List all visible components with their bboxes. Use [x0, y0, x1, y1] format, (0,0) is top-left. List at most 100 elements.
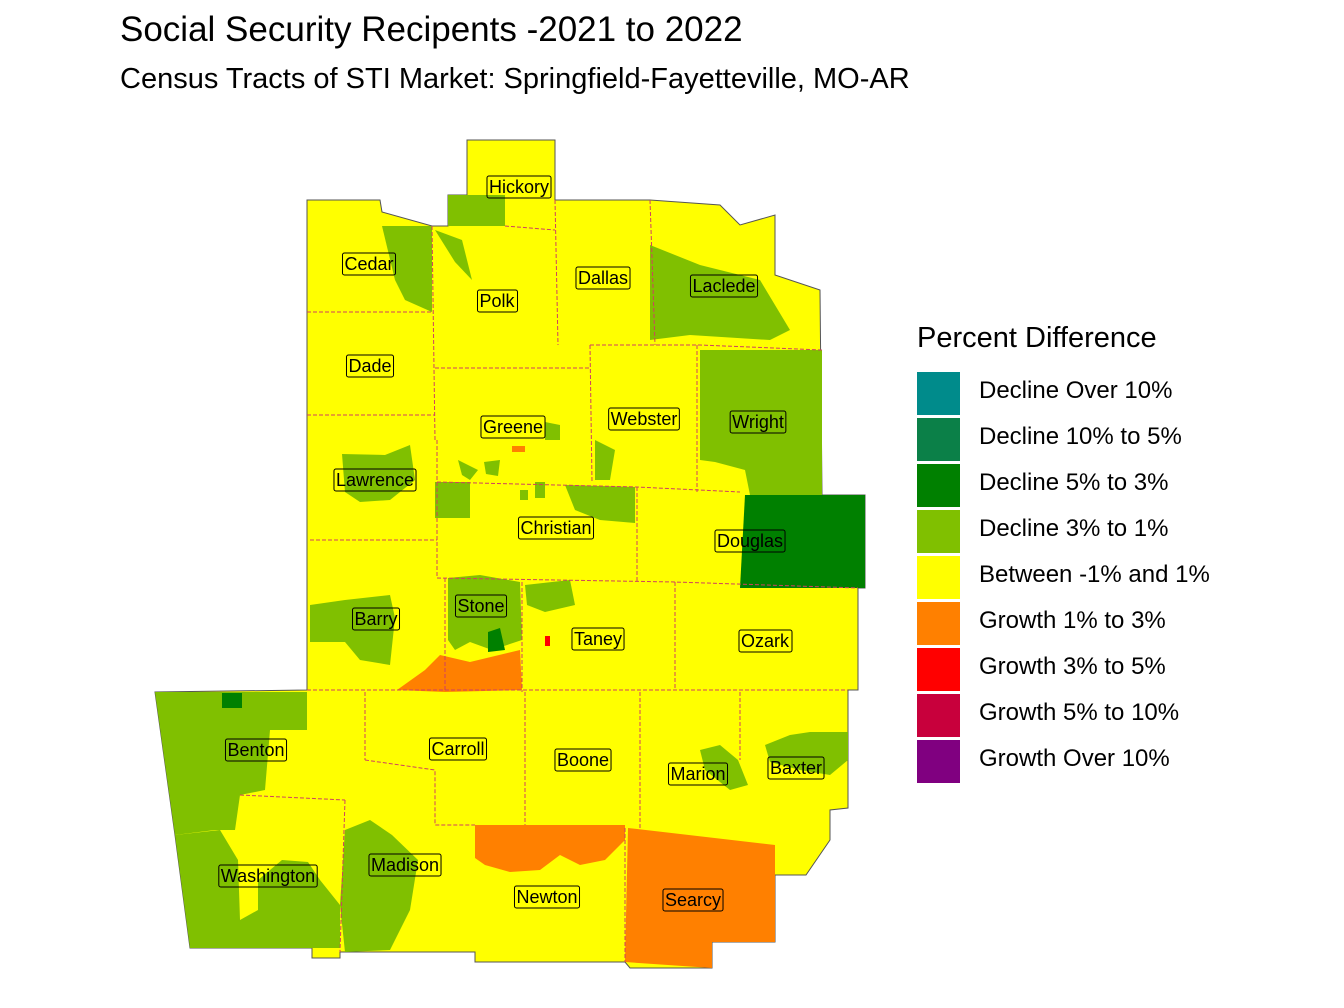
county-label-dallas: Dallas [575, 266, 631, 290]
county-label-box [554, 748, 612, 772]
county-label-lawrence: Lawrence [333, 468, 417, 492]
legend-item: Between -1% and 1% [917, 553, 1210, 599]
county-label-box [224, 738, 288, 762]
growth-1-3-tracts [397, 446, 775, 968]
county-name: Greene [483, 417, 543, 437]
county-name: Washington [221, 866, 315, 886]
county-label-marion: Marion [667, 762, 729, 786]
county-label-douglas: Douglas [714, 529, 786, 553]
legend-swatch [917, 648, 960, 691]
county-label-box [714, 529, 786, 553]
county-label-cedar: Cedar [341, 252, 397, 276]
county-label-box [454, 594, 508, 618]
county-label-box [662, 888, 724, 912]
legend-item: Growth 5% to 10% [917, 691, 1179, 737]
county-label-box [575, 266, 631, 290]
county-name: Lawrence [336, 470, 414, 490]
county-label-box [517, 516, 595, 540]
decline-3-1-tracts [155, 195, 848, 952]
county-name: Christian [520, 518, 591, 538]
legend-swatch [917, 602, 960, 645]
county-label-hickory: Hickory [486, 175, 552, 199]
county-label-box [729, 410, 787, 434]
county-label-ozark: Ozark [738, 629, 793, 653]
legend-item: Decline 3% to 1% [917, 507, 1168, 553]
county-label-taney: Taney [571, 627, 625, 651]
county-label-box [333, 468, 417, 492]
legend-swatch [917, 694, 960, 737]
legend-label: Decline Over 10% [979, 377, 1173, 404]
legend-item: Growth Over 10% [917, 737, 1170, 783]
legend-title: Percent Difference [917, 322, 1157, 354]
legend-item: Decline 5% to 3% [917, 461, 1168, 507]
county-name: Polk [479, 291, 515, 311]
county-label-laclede: Laclede [689, 274, 759, 298]
county-label-stone: Stone [454, 594, 508, 618]
county-label-box [571, 627, 625, 651]
county-label-baxter: Baxter [767, 756, 825, 780]
county-name: Searcy [665, 890, 721, 910]
map-title: Social Security Recipents -2021 to 2022 [120, 10, 743, 49]
legend-label: Growth 5% to 10% [979, 699, 1180, 726]
legend-items: Decline Over 10% Decline 10% to 5% Decline… [917, 369, 1210, 783]
county-boundaries [239, 199, 859, 962]
county-name: Benton [227, 740, 284, 760]
county-label-carroll: Carroll [428, 737, 488, 761]
county-label-newton: Newton [513, 885, 581, 909]
county-name: Baxter [770, 758, 822, 778]
county-name: Hickory [489, 177, 549, 197]
county-name: Carroll [431, 739, 484, 759]
legend-label: Between -1% and 1% [979, 561, 1210, 588]
county-label-box [476, 289, 519, 313]
county-name: Taney [574, 629, 622, 649]
county-label-barry: Barry [351, 607, 401, 631]
county-label-box [368, 853, 442, 877]
legend-item: Growth 3% to 5% [917, 645, 1166, 691]
county-label-box [667, 762, 729, 786]
county-label-greene: Greene [480, 415, 546, 439]
county-label-box [767, 756, 825, 780]
legend-swatch [917, 740, 960, 783]
county-label-box [428, 737, 488, 761]
county-name: Boone [557, 750, 609, 770]
legend-label: Growth 3% to 5% [979, 653, 1166, 680]
county-name: Stone [457, 596, 504, 616]
county-label-box [480, 415, 546, 439]
county-name: Barry [354, 609, 397, 629]
county-name: Marion [670, 764, 725, 784]
county-label-dade: Dade [345, 354, 395, 378]
county-name: Dallas [578, 268, 628, 288]
county-label-box [513, 885, 581, 909]
legend-label: Decline 3% to 1% [979, 515, 1169, 542]
map-subtitle: Census Tracts of STI Market: Springfield… [120, 63, 910, 95]
county-name: Newton [516, 887, 577, 907]
legend-label: Growth Over 10% [979, 745, 1170, 772]
county-label-box [738, 629, 793, 653]
legend: Percent Difference Decline Over 10% Decli… [917, 322, 1210, 783]
county-label-box [218, 864, 318, 888]
county-label-box [608, 407, 680, 431]
legend-swatch [917, 510, 960, 553]
county-label-box [345, 354, 395, 378]
legend-label: Decline 5% to 3% [979, 469, 1169, 496]
county-name: Laclede [692, 276, 755, 296]
county-name: Dade [348, 356, 391, 376]
growth-3-5-tracts [545, 636, 550, 646]
county-label-washington: Washington [218, 864, 318, 888]
county-name: Ozark [741, 631, 790, 651]
legend-label: Growth 1% to 3% [979, 607, 1166, 634]
county-label-benton: Benton [224, 738, 288, 762]
county-name: Wright [732, 412, 784, 432]
county-label-christian: Christian [517, 516, 595, 540]
county-label-box [689, 274, 759, 298]
legend-swatch [917, 556, 960, 599]
county-name: Webster [611, 409, 678, 429]
county-label-boone: Boone [554, 748, 612, 772]
legend-swatch [917, 372, 960, 415]
legend-swatch [917, 464, 960, 507]
county-label-searcy: Searcy [662, 888, 724, 912]
county-name: Madison [371, 855, 439, 875]
legend-label: Decline 10% to 5% [979, 423, 1182, 450]
